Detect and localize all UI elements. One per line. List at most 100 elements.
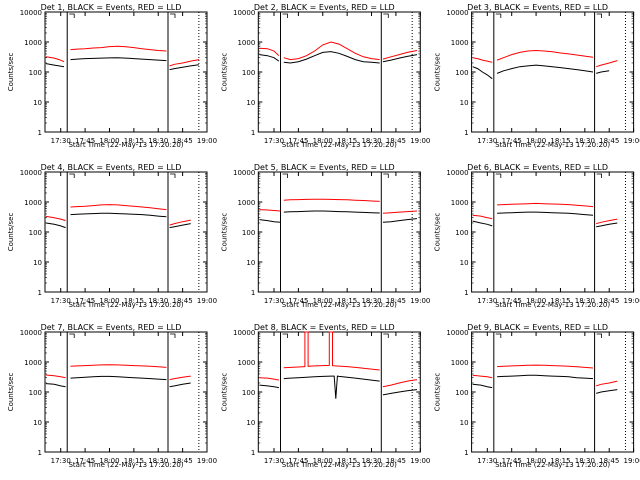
plot-frame (257, 171, 421, 293)
series-line-lld (169, 219, 191, 226)
y-tick-label: 10000 (233, 329, 255, 337)
series-line-lld (46, 374, 66, 379)
x-tick-label: 17:30 (477, 457, 497, 465)
x-tick-label: 19:00 (624, 297, 640, 305)
x-tick-label: 18:15 (124, 137, 144, 145)
x-axis-label: Start Time (22-May-13 17:20:20) (282, 141, 397, 149)
x-tick-label: 18:00 (526, 137, 546, 145)
x-axis-label: Start Time (22-May-13 17:20:20) (282, 461, 397, 469)
x-tick-label: 18:30 (575, 457, 595, 465)
chart-panel-2: Det 2, BLACK = Events, RED = LLD 1 10 100 10… (220, 3, 430, 149)
x-tick-label: 18:00 (99, 137, 119, 145)
y-tick-label: 10 (33, 259, 42, 267)
panel-title: Det 4, BLACK = Events, RED = LLD (41, 163, 182, 172)
panel-title: Det 3, BLACK = Events, RED = LLD (467, 3, 608, 12)
series-line-events (46, 222, 66, 229)
x-tick-label: 18:30 (361, 137, 381, 145)
plot-frame (257, 331, 421, 453)
boundary-tick (495, 173, 502, 178)
x-tick-label: 17:45 (288, 297, 308, 305)
y-tick-label: 1 (251, 449, 255, 457)
panel-title: Det 6, BLACK = Events, RED = LLD (467, 163, 608, 172)
x-tick-label: 18:00 (99, 457, 119, 465)
y-tick-label: 100 (29, 389, 42, 397)
series-line-lld (259, 209, 281, 212)
chart-panel-3: Det 3, BLACK = Events, RED = LLD 1 10 100 10… (434, 3, 640, 149)
series-line-events (46, 63, 65, 68)
y-tick-label: 100 (242, 389, 255, 397)
series-line-lld (472, 57, 493, 63)
series-line-events (472, 66, 493, 80)
x-tick-label: 17:30 (51, 457, 71, 465)
series-line-lld (596, 380, 618, 387)
series-line-lld (283, 198, 380, 202)
series-line-events (382, 389, 418, 396)
x-tick-label: 17:30 (264, 457, 284, 465)
x-tick-label: 18:00 (313, 457, 333, 465)
x-tick-label: 18:00 (526, 297, 546, 305)
y-axis-label: Counts/sec (220, 53, 228, 92)
x-tick-label: 18:00 (313, 137, 333, 145)
series-line-lld (169, 375, 191, 381)
plot-frame (44, 171, 208, 293)
y-tick-label: 10000 (233, 9, 255, 17)
chart-panel-7: Det 7, BLACK = Events, RED = LLD 1 10 100 10… (7, 323, 217, 469)
y-tick-label: 1 (464, 129, 468, 137)
x-tick-label: 17:45 (502, 457, 522, 465)
x-tick-label: 19:00 (624, 137, 640, 145)
x-tick-label: 18:00 (99, 297, 119, 305)
x-tick-label: 18:30 (148, 297, 168, 305)
y-tick-label: 1000 (451, 359, 469, 367)
series-line-events (283, 51, 380, 64)
series-line-lld (596, 60, 618, 68)
y-tick-label: 100 (455, 389, 468, 397)
chart-panel-8: Det 8, BLACK = Events, RED = LLD 1 10 100 10… (220, 323, 430, 469)
boundary-tick (69, 13, 75, 18)
series-line-lld (283, 331, 380, 371)
x-tick-label: 18:45 (173, 457, 193, 465)
series-line-events (382, 218, 418, 223)
x-tick-label: 19:00 (197, 137, 217, 145)
plot-frame (471, 331, 635, 453)
series-line-events (169, 223, 191, 229)
series-line-lld (70, 45, 167, 52)
y-tick-label: 1000 (451, 39, 469, 47)
x-tick-label: 18:15 (550, 137, 570, 145)
chart-panel-4: Det 4, BLACK = Events, RED = LLD 1 10 100 10… (7, 163, 217, 309)
series-line-events (497, 211, 594, 216)
panel-title: Det 7, BLACK = Events, RED = LLD (41, 323, 182, 332)
x-tick-label: 17:45 (288, 137, 308, 145)
x-axis-label: Start Time (22-May-13 17:20:20) (495, 461, 610, 469)
y-axis-label: Counts/sec (220, 373, 228, 412)
series-line-events (596, 222, 618, 228)
panel-title: Det 8, BLACK = Events, RED = LLD (254, 323, 395, 332)
series-line-events (259, 384, 279, 389)
x-tick-label: 18:30 (361, 297, 381, 305)
series-line-lld (259, 47, 280, 57)
series-line-events (70, 212, 167, 218)
boundary-tick (596, 173, 602, 178)
boundary-tick (495, 13, 502, 18)
x-tick-label: 18:30 (361, 457, 381, 465)
boundary-tick (383, 13, 389, 18)
x-tick-label: 18:00 (526, 457, 546, 465)
series-line-events (259, 54, 280, 62)
series-line-lld (46, 215, 66, 222)
x-tick-label: 18:00 (313, 297, 333, 305)
x-tick-label: 17:30 (51, 297, 71, 305)
y-tick-label: 100 (29, 69, 42, 77)
panel-title: Det 2, BLACK = Events, RED = LLD (254, 3, 395, 12)
y-tick-label: 10000 (233, 169, 255, 177)
x-tick-label: 19:00 (410, 457, 430, 465)
series-line-events (169, 64, 199, 71)
series-line-lld (283, 41, 380, 61)
x-tick-label: 17:45 (75, 137, 95, 145)
panel-title: Det 9, BLACK = Events, RED = LLD (467, 323, 608, 332)
y-axis-label: Counts/sec (7, 373, 15, 412)
y-tick-label: 1 (464, 289, 468, 297)
boundary-tick (169, 333, 176, 338)
series-line-events (472, 220, 493, 227)
boundary-tick (282, 333, 288, 338)
x-tick-label: 17:30 (477, 297, 497, 305)
